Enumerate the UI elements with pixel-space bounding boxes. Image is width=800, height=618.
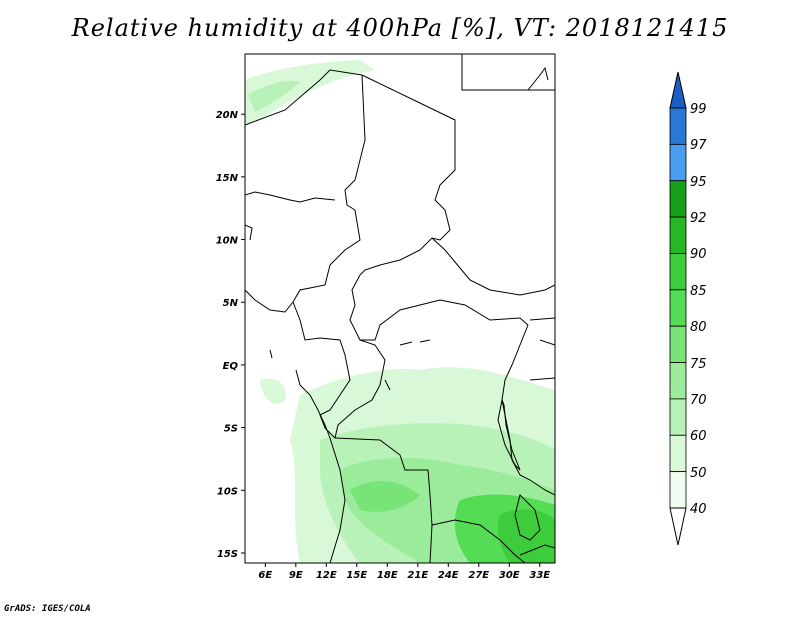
- colorbar-label: 40: [690, 502, 707, 517]
- longitude-label: 9E: [289, 570, 303, 581]
- latitude-label: 10N: [216, 236, 239, 247]
- coast-northwest: [245, 191, 336, 241]
- boundary-lake-tanganyika: [497, 398, 521, 471]
- colorbar-label: 60: [690, 429, 707, 444]
- colorbar-label: 95: [690, 175, 707, 190]
- coast-west: [245, 289, 346, 563]
- coast-southeast: [519, 544, 555, 556]
- map-frame: [244, 53, 556, 564]
- longitude-label: 12E: [316, 570, 337, 581]
- humidity-band-50: [245, 60, 375, 125]
- longitude-label: 6E: [258, 570, 272, 581]
- boundaries: [245, 54, 555, 563]
- colorbar-bottom-arrow: [669, 507, 687, 546]
- colorbar-bin: [669, 253, 687, 291]
- longitude-label: 21E: [407, 570, 428, 581]
- colorbar-bin: [669, 325, 687, 363]
- colorbar-labels: 99 97 95 92 90 85 80 75 70 60 50 40: [690, 102, 707, 517]
- colorbar-label: 99: [690, 102, 707, 117]
- colorbar-label: 92: [690, 211, 707, 226]
- boundary-angola-zambia: [429, 524, 433, 563]
- chart-title: Relative humidity at 400hPa [%], VT: 201…: [71, 14, 729, 42]
- colorbar-bin: [669, 471, 687, 509]
- colorbar-label: 70: [690, 393, 707, 408]
- boundary-libya-algeria: [245, 69, 363, 126]
- boundary-east: [501, 324, 555, 496]
- colorbar-bin: [669, 398, 687, 436]
- humidity-field: [245, 60, 555, 563]
- longitude-label: 33E: [529, 570, 550, 581]
- colorbar-bin: [669, 434, 687, 473]
- latitude-label: 10S: [217, 486, 238, 497]
- colorbar-label: 50: [690, 466, 707, 481]
- boundary-sudan-south: [431, 237, 555, 296]
- colorbar-label: 90: [690, 247, 707, 262]
- boundary-niger-chad: [292, 74, 366, 303]
- colorbar-bin: [669, 107, 687, 145]
- colorbar-label: 85: [690, 284, 707, 299]
- coast-central-lakes: [269, 339, 431, 391]
- latitude-label: 5N: [223, 298, 239, 309]
- boundary-nigeria-cameroon: [292, 301, 351, 396]
- latitude-label: 5S: [224, 424, 238, 435]
- coast-northeast: [527, 66, 549, 91]
- colorbar: 99 97 95 92 90 85 80 75 70 60 50 40: [669, 71, 707, 546]
- boundary-malawi: [514, 494, 541, 541]
- latitude-label: 15S: [217, 549, 238, 560]
- colorbar-top-arrow: [669, 71, 687, 109]
- colorbar-label: 75: [690, 357, 707, 372]
- humidity-band-50: [260, 378, 286, 404]
- colorbar-label: 97: [690, 138, 707, 153]
- latitude-label: 15N: [216, 173, 239, 184]
- colorbar-label: 80: [690, 320, 707, 335]
- longitude-label: 27E: [468, 570, 489, 581]
- colorbar-bin: [669, 216, 687, 254]
- credit-text: GrADS: IGES/COLA: [4, 604, 91, 614]
- colorbar-bin: [669, 362, 687, 400]
- boundary-drc-west: [334, 339, 386, 439]
- latitude-label: EQ: [223, 361, 239, 372]
- longitude-label: 30E: [499, 570, 520, 581]
- latitude-label: 20N: [216, 110, 239, 121]
- humidity-band-60: [248, 80, 300, 112]
- colorbar-bin: [669, 143, 687, 182]
- boundary-egypt-sudan: [461, 54, 555, 91]
- boundary-car: [349, 274, 529, 341]
- longitude-label: 18E: [377, 570, 398, 581]
- longitude-label: 24E: [438, 570, 459, 581]
- latitude-axis: 20N 15N 10N 5N EQ 5S 10S 15S: [216, 110, 245, 560]
- humidity-band-85: [498, 509, 555, 563]
- boundary-drc-angola: [334, 437, 526, 563]
- boundary-chad-libya-sudan: [359, 74, 456, 276]
- longitude-label: 15E: [346, 570, 367, 581]
- colorbar-bin: [669, 289, 687, 327]
- colorbar-bin: [669, 180, 687, 218]
- boundary-uganda-kenya: [529, 317, 555, 381]
- colorbar-bins: [669, 107, 687, 509]
- longitude-axis: 6E 9E 12E 15E 18E 21E 24E 27E 30E 33E: [258, 563, 550, 581]
- humidity-band-75: [350, 480, 420, 512]
